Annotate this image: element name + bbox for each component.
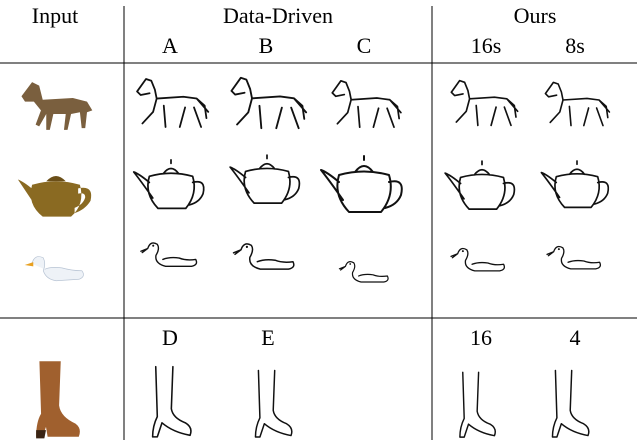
sketch — [540, 159, 610, 209]
header-input: Input — [32, 3, 78, 28]
column-label: 16s — [471, 33, 502, 58]
column-label: C — [357, 33, 372, 58]
column-label: 16 — [470, 325, 492, 350]
sketch — [458, 371, 497, 439]
column-label: 8s — [565, 33, 585, 58]
column-label: B — [259, 33, 274, 58]
input-photo — [21, 82, 93, 130]
sketch — [331, 79, 402, 129]
input-photo — [17, 175, 92, 217]
column-label: A — [162, 33, 178, 58]
sketch — [151, 365, 192, 438]
sketch — [546, 245, 602, 270]
sketch — [229, 154, 301, 205]
sketch — [319, 154, 403, 214]
sketch — [544, 81, 611, 127]
sketch — [551, 369, 590, 439]
header-ours: Ours — [514, 3, 557, 28]
column-label: E — [261, 325, 274, 350]
sketch — [444, 160, 516, 211]
sketch — [254, 369, 293, 439]
column-label: D — [162, 325, 178, 350]
column-label: 4 — [570, 325, 581, 350]
sketch — [338, 260, 390, 283]
sketch — [450, 79, 519, 127]
sketch — [450, 247, 506, 272]
sketch — [136, 78, 210, 128]
input-photo — [24, 256, 84, 282]
header-data-driven: Data-Driven — [223, 3, 333, 28]
sketch — [139, 242, 198, 268]
sketch — [132, 158, 205, 210]
sketch — [230, 76, 308, 130]
input-photo — [36, 361, 80, 439]
sketch — [232, 242, 295, 271]
